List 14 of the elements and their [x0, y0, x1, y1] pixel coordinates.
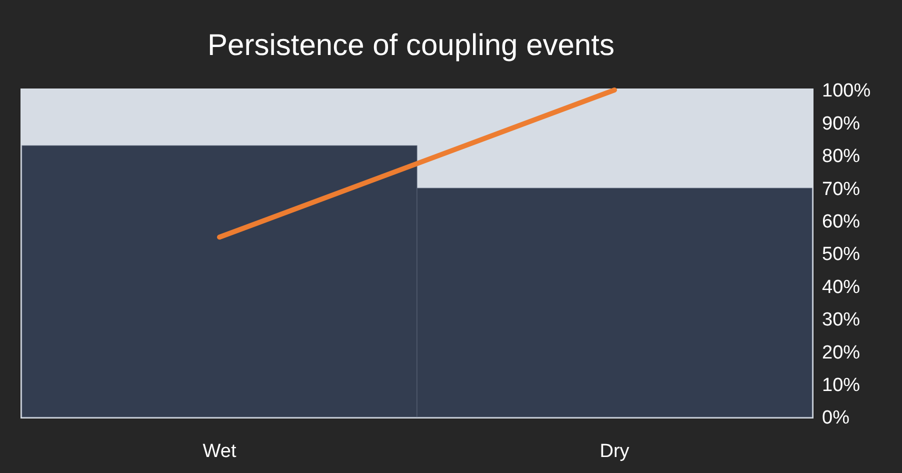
y-tick-label: 60% — [822, 211, 860, 232]
chart-title: Persistence of coupling events — [208, 29, 614, 62]
x-tick-label: Wet — [202, 441, 237, 462]
y-tick-label: 30% — [822, 310, 860, 331]
y-tick-label: 20% — [822, 342, 860, 364]
y-tick-label: 70% — [822, 178, 860, 200]
y-tick-label: 50% — [822, 244, 860, 266]
y-tick-label: 80% — [822, 146, 860, 168]
y-tick-label: 90% — [822, 113, 860, 134]
x-tick-label: Dry — [600, 441, 630, 462]
y-tick-label: 0% — [822, 408, 850, 429]
y-tick-label: 10% — [822, 374, 860, 396]
y-tick-label: 40% — [822, 276, 860, 298]
y-tick-label: 100% — [822, 80, 871, 102]
